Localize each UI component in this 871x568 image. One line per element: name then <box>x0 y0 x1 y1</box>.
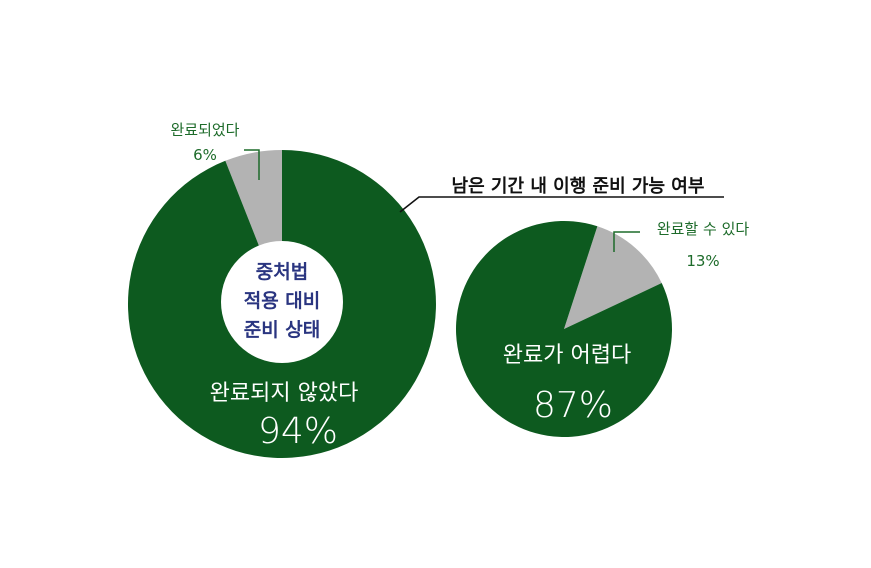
pie-1-pct-done: 6% <box>193 146 217 164</box>
pie-2-title: 남은 기간 내 이행 준비 가능 여부 <box>452 176 705 197</box>
pie-2-pct-difficult: 87% <box>533 385 613 426</box>
pie-1-center-hole <box>221 241 343 363</box>
pie-1-label-done: 완료되었다 <box>170 121 239 139</box>
pie-2-title-connector <box>399 196 724 213</box>
pie-1-center-line-3: 준비 상태 <box>244 319 321 341</box>
pie-2-leader-line <box>613 231 640 252</box>
pie-2-slice-difficult <box>455 221 672 438</box>
pie-1-center-line-2: 적용 대비 <box>244 290 321 312</box>
pie-1-center-line-1: 중처법 <box>256 261 308 283</box>
pie-1: 중처법 적용 대비 준비 상태 완료되었다 6% 완료되지 않았다 94% <box>127 121 436 458</box>
pie-2-slice-can-complete <box>564 226 662 329</box>
pie-2-pct-can: 13% <box>686 252 719 270</box>
pie-1-pct-not-done: 94% <box>258 411 338 452</box>
pie-2-label-difficult: 완료가 어렵다 <box>503 343 631 368</box>
pie-2: 남은 기간 내 이행 준비 가능 여부 완료할 수 있다 13% 완료가 어렵다… <box>399 176 750 438</box>
pie-1-leader-line <box>244 149 260 180</box>
pie-1-label-not-done: 완료되지 않았다 <box>210 381 359 406</box>
pie-2-label-can: 완료할 수 있다 <box>657 220 750 238</box>
